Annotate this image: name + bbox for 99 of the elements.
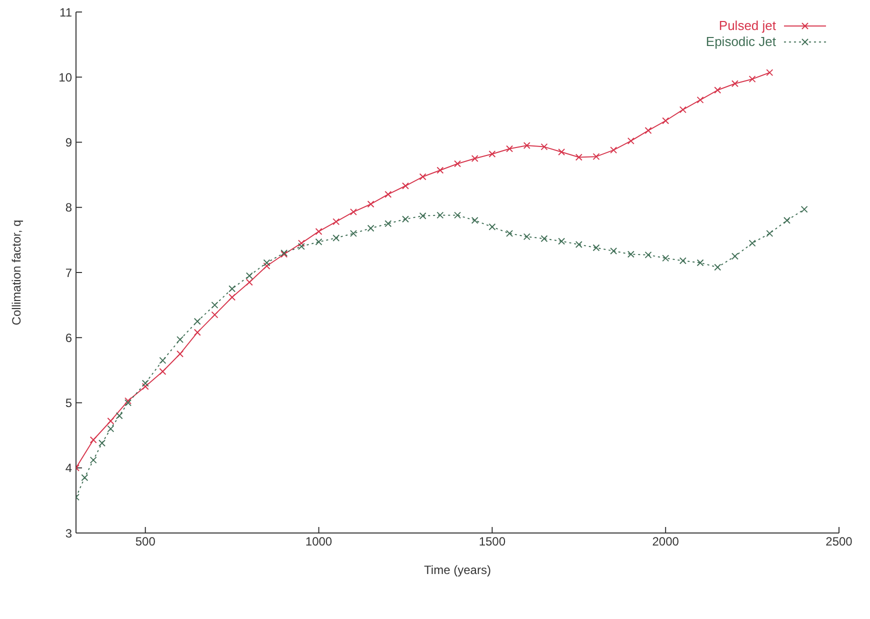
point [488,150,496,158]
point [592,153,600,160]
point [402,216,409,223]
point [81,474,88,482]
point [107,425,114,432]
point [644,127,652,134]
point [228,285,236,292]
point [731,252,738,260]
legend-label: Episodic Jet [706,34,776,50]
x-tick-label: 1000 [305,534,332,549]
legend-label: Pulsed jet [718,18,776,34]
point [116,412,123,420]
point [367,200,374,208]
point [159,368,166,375]
point [454,212,461,219]
point [228,294,236,301]
point [419,212,426,220]
point [471,216,478,224]
point [610,146,618,154]
point [714,264,722,271]
point [766,230,774,237]
point [315,238,322,246]
point [540,143,548,150]
point [263,262,270,270]
point [766,69,774,76]
point [436,166,444,174]
point [800,206,808,213]
point [384,190,392,198]
point [384,220,392,228]
point [627,250,634,258]
y-tick-label: 5 [65,396,72,410]
point [246,278,253,286]
point [315,228,322,235]
point [298,240,305,247]
point [506,230,514,237]
point [731,80,738,88]
point [98,440,106,447]
point [454,160,461,168]
point [350,230,357,237]
point [194,318,201,325]
point [783,216,790,224]
y-tick-label: 9 [65,136,72,150]
point [540,235,548,242]
point [332,234,340,242]
point [592,244,600,252]
point [194,328,201,336]
x-tick-label: 1500 [478,534,506,549]
point [696,96,704,104]
point [662,117,670,124]
point [558,148,566,156]
point [142,382,149,390]
point [211,311,218,318]
point [159,356,166,364]
point [211,302,218,309]
point [367,224,374,232]
point [506,145,514,152]
point [748,76,756,83]
point [610,248,618,255]
y-tick-label: 10 [58,70,72,84]
point [107,417,114,424]
x-tick-label: 2500 [826,534,853,549]
point [748,240,756,247]
point [558,238,566,245]
point [488,223,496,230]
x-axis-title: Time (years) [424,563,491,577]
point [714,86,722,94]
point [298,242,305,250]
x-tick-label: 500 [135,534,156,549]
point [90,456,97,464]
y-tick-label: 6 [65,330,72,345]
point [662,254,670,262]
point [679,257,686,264]
point [436,212,444,219]
x-tick-label: 2000 [652,534,680,549]
point [575,154,582,161]
point [575,240,582,248]
point [402,182,409,190]
point [419,173,426,180]
y-tick-label: 3 [65,526,72,540]
point [523,233,530,240]
point [246,272,253,280]
point [90,436,97,444]
point [627,137,634,144]
point [176,336,184,344]
point [644,251,652,258]
y-tick-label: 4 [65,461,72,476]
point [350,208,357,216]
point [696,259,704,266]
point [471,155,478,162]
point [142,380,149,387]
point [176,350,184,358]
y-tick-label: 7 [65,266,72,280]
y-axis-title: Collimation factor, q [9,220,24,326]
y-tick-label: 8 [65,200,72,215]
point [332,218,340,226]
point [679,106,686,114]
point [263,259,270,266]
y-tick-label: 11 [60,5,72,20]
point [523,142,530,150]
